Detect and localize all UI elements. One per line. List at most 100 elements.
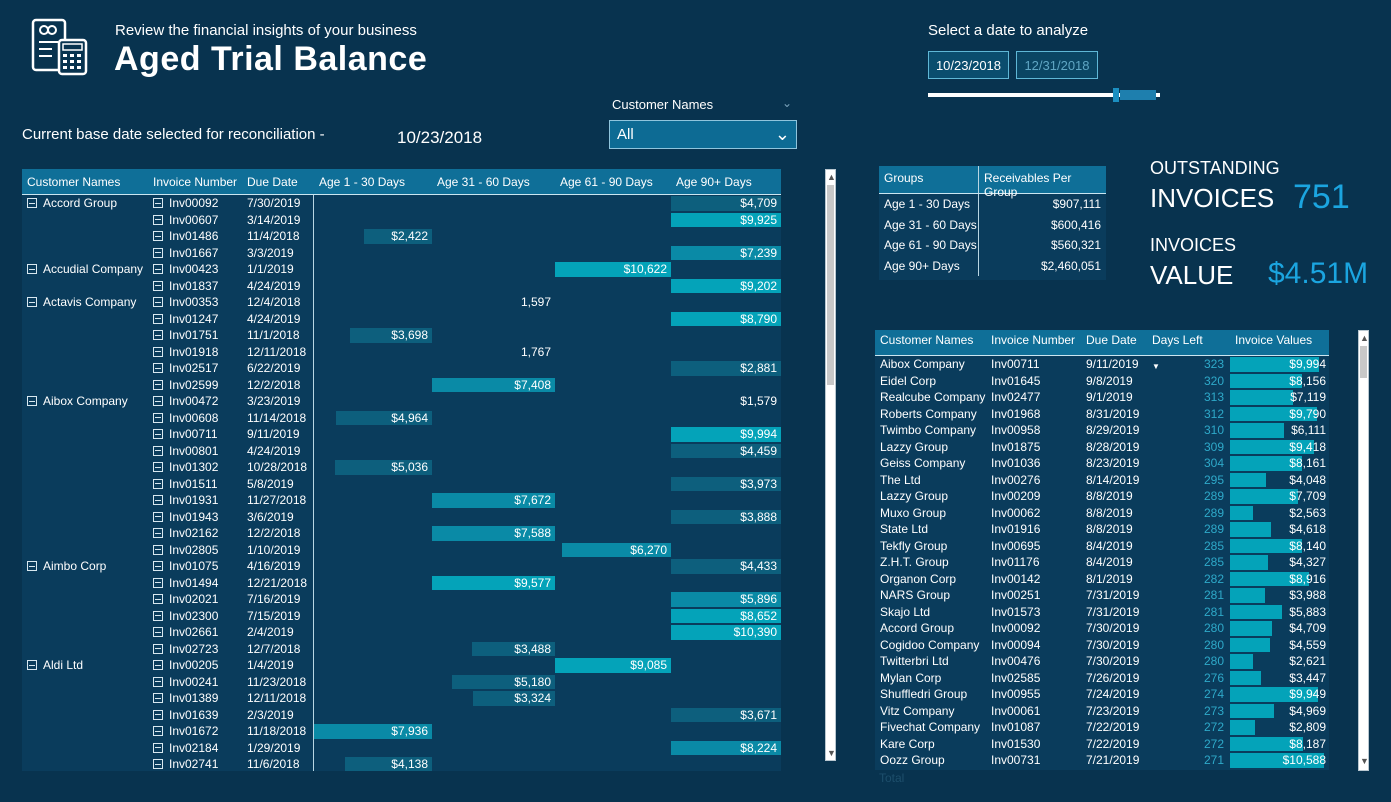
table-row[interactable]: Inv00241 11/23/2018 $5,180 xyxy=(22,673,781,690)
collapse-icon[interactable] xyxy=(153,445,163,456)
table-row[interactable]: Inv02162 12/2/2018 $7,588 xyxy=(22,525,781,542)
collapse-icon[interactable] xyxy=(153,429,163,439)
table-row[interactable]: Skajo Ltd Inv01573 7/31/2019 281 $5,883 xyxy=(875,604,1329,621)
table-row[interactable]: Inv01943 3/6/2019 $3,888 xyxy=(22,508,781,525)
table-row[interactable]: Inv02021 7/16/2019 $5,896 xyxy=(22,591,781,608)
collapse-icon[interactable] xyxy=(153,643,163,654)
collapse-icon[interactable] xyxy=(153,330,163,340)
table-row[interactable]: Actavis Company Inv00353 12/4/2018 1,597 xyxy=(22,294,781,311)
collapse-icon[interactable] xyxy=(153,264,163,274)
table-row[interactable]: Twitterbri Ltd Inv00476 7/30/2019 280 $2,621 xyxy=(875,653,1329,670)
collapse-icon[interactable] xyxy=(153,577,163,588)
collapse-icon[interactable] xyxy=(153,379,163,390)
collapse-icon[interactable] xyxy=(153,297,163,307)
table-row[interactable]: Organon Corp Inv00142 8/1/2019 282 $8,916 xyxy=(875,571,1329,588)
collapse-icon[interactable] xyxy=(153,363,163,373)
table-row[interactable]: Fivechat Company Inv01087 7/22/2019 272 $2,8… xyxy=(875,719,1329,736)
table-row[interactable]: Inv00801 4/24/2019 $4,459 xyxy=(22,442,781,459)
table-row[interactable]: Accord Group Inv00092 7/30/2019 280 $4,709 xyxy=(875,620,1329,637)
collapse-icon[interactable] xyxy=(153,462,163,472)
table-row[interactable]: Inv02741 11/6/2018 $4,138 xyxy=(22,756,781,771)
table-row[interactable]: Inv01247 4/24/2019 $8,790 xyxy=(22,310,781,327)
collapse-icon[interactable] xyxy=(153,544,163,555)
table-row[interactable]: Aibox Company Inv00711 9/11/2019 323 $9,994 xyxy=(875,356,1329,373)
collapse-icon[interactable] xyxy=(153,759,163,769)
table-row[interactable]: Inv01931 11/27/2018 $7,672 xyxy=(22,492,781,509)
column-header[interactable]: Age 61 - 90 Days xyxy=(560,174,653,189)
column-header[interactable]: Due Date xyxy=(247,174,298,189)
date-slider-handle[interactable] xyxy=(1113,88,1119,102)
scroll-up-icon[interactable]: ▲ xyxy=(827,172,836,182)
column-header[interactable]: Groups xyxy=(879,166,979,193)
table-row[interactable]: Inv01486 11/4/2018 $2,422 xyxy=(22,228,781,245)
table-row[interactable]: Realcube Company Inv02477 9/1/2019 313 $7,11… xyxy=(875,389,1329,406)
table-row[interactable]: Eidel Corp Inv01645 9/8/2019 320 $8,156 xyxy=(875,373,1329,390)
customer-filter-dropdown[interactable]: All ⌄ xyxy=(609,120,797,149)
table-row[interactable]: Inv01389 12/11/2018 $3,324 xyxy=(22,690,781,707)
collapse-icon[interactable] xyxy=(153,214,163,225)
table-row[interactable]: Inv02805 1/10/2019 $6,270 xyxy=(22,541,781,558)
table-row[interactable]: Mylan Corp Inv02585 7/26/2019 276 $3,447 xyxy=(875,670,1329,687)
collapse-icon[interactable] xyxy=(27,396,37,406)
collapse-icon[interactable] xyxy=(153,594,163,604)
table-row[interactable]: Inv01302 10/28/2018 $5,036 xyxy=(22,459,781,476)
collapse-icon[interactable] xyxy=(153,561,163,571)
table-row[interactable]: Inv02599 12/2/2018 $7,408 xyxy=(22,376,781,393)
table-row[interactable]: Roberts Company Inv01968 8/31/2019 312 $9,79… xyxy=(875,406,1329,423)
column-header[interactable]: Customer Names xyxy=(880,333,974,347)
table-row[interactable]: Inv01751 11/1/2018 $3,698 xyxy=(22,327,781,344)
table-row[interactable]: Age 90+ Days $2,460,051 xyxy=(879,255,1106,276)
collapse-icon[interactable] xyxy=(153,676,163,687)
table-row[interactable]: Inv02184 1/29/2019 $8,224 xyxy=(22,739,781,756)
end-date-input[interactable]: 12/31/2018 xyxy=(1016,51,1098,79)
table-row[interactable]: Inv00608 11/14/2018 $4,964 xyxy=(22,409,781,426)
collapse-icon[interactable] xyxy=(27,198,37,208)
table-row[interactable]: Accudial Company Inv00423 1/1/2019 $10,622 xyxy=(22,261,781,278)
aging-table-scrollbar[interactable] xyxy=(825,169,836,761)
collapse-icon[interactable] xyxy=(153,726,163,736)
table-row[interactable]: NARS Group Inv00251 7/31/2019 281 $3,988 xyxy=(875,587,1329,604)
table-row[interactable]: Inv01639 2/3/2019 $3,671 xyxy=(22,706,781,723)
table-row[interactable]: Age 31 - 60 Days $600,416 xyxy=(879,214,1106,235)
table-row[interactable]: Inv00607 3/14/2019 $9,925 xyxy=(22,211,781,228)
collapse-icon[interactable] xyxy=(153,412,163,423)
column-header[interactable]: Days Left xyxy=(1152,333,1203,347)
start-date-input[interactable]: 10/23/2018 xyxy=(928,51,1009,79)
table-row[interactable]: Lazzy Group Inv00209 8/8/2019 289 $7,709 xyxy=(875,488,1329,505)
table-row[interactable]: Inv01672 11/18/2018 $7,936 xyxy=(22,723,781,740)
column-header[interactable]: Due Date xyxy=(1086,333,1137,347)
scrollbar-thumb[interactable] xyxy=(1360,346,1367,378)
collapse-icon[interactable] xyxy=(27,264,37,274)
table-row[interactable]: Twimbo Company Inv00958 8/29/2019 310 $6,111 xyxy=(875,422,1329,439)
chevron-down-icon[interactable]: ⌄ xyxy=(782,96,793,110)
table-row[interactable]: Shuffledri Group Inv00955 7/24/2019 274 $9,9… xyxy=(875,686,1329,703)
column-header[interactable]: Age 1 - 30 Days xyxy=(319,174,406,189)
collapse-icon[interactable] xyxy=(153,495,163,505)
table-row[interactable]: Aimbo Corp Inv01075 4/16/2019 $4,433 xyxy=(22,558,781,575)
table-row[interactable]: Inv02300 7/15/2019 $8,652 xyxy=(22,607,781,624)
collapse-icon[interactable] xyxy=(153,231,163,241)
table-row[interactable]: Inv00711 9/11/2019 $9,994 xyxy=(22,426,781,443)
collapse-icon[interactable] xyxy=(153,627,163,637)
collapse-icon[interactable] xyxy=(27,561,37,571)
table-row[interactable]: Tekfly Group Inv00695 8/4/2019 285 $8,140 xyxy=(875,538,1329,555)
collapse-icon[interactable] xyxy=(153,478,163,489)
date-slider-track[interactable] xyxy=(928,93,1160,97)
upcoming-table-scrollbar[interactable] xyxy=(1358,330,1369,771)
table-row[interactable]: Kare Corp Inv01530 7/22/2019 272 $8,187 xyxy=(875,736,1329,753)
table-row[interactable]: Inv02723 12/7/2018 $3,488 xyxy=(22,640,781,657)
table-row[interactable]: Geiss Company Inv01036 8/23/2019 304 $8,161 xyxy=(875,455,1329,472)
collapse-icon[interactable] xyxy=(153,346,163,357)
collapse-icon[interactable] xyxy=(153,709,163,720)
table-row[interactable]: Age 61 - 90 Days $560,321 xyxy=(879,235,1106,256)
table-row[interactable]: Inv02517 6/22/2019 $2,881 xyxy=(22,360,781,377)
collapse-icon[interactable] xyxy=(153,313,163,324)
scroll-up-icon[interactable]: ▲ xyxy=(1360,333,1369,343)
column-header[interactable]: Customer Names xyxy=(27,174,121,189)
table-row[interactable]: Oozz Group Inv00731 7/21/2019 271 $10,588 xyxy=(875,752,1329,769)
scroll-down-icon[interactable]: ▼ xyxy=(827,748,836,758)
scroll-down-icon[interactable]: ▼ xyxy=(1360,756,1369,766)
collapse-icon[interactable] xyxy=(153,528,163,538)
column-header[interactable]: Age 90+ Days xyxy=(676,174,752,189)
table-row[interactable]: Inv01494 12/21/2018 $9,577 xyxy=(22,574,781,591)
